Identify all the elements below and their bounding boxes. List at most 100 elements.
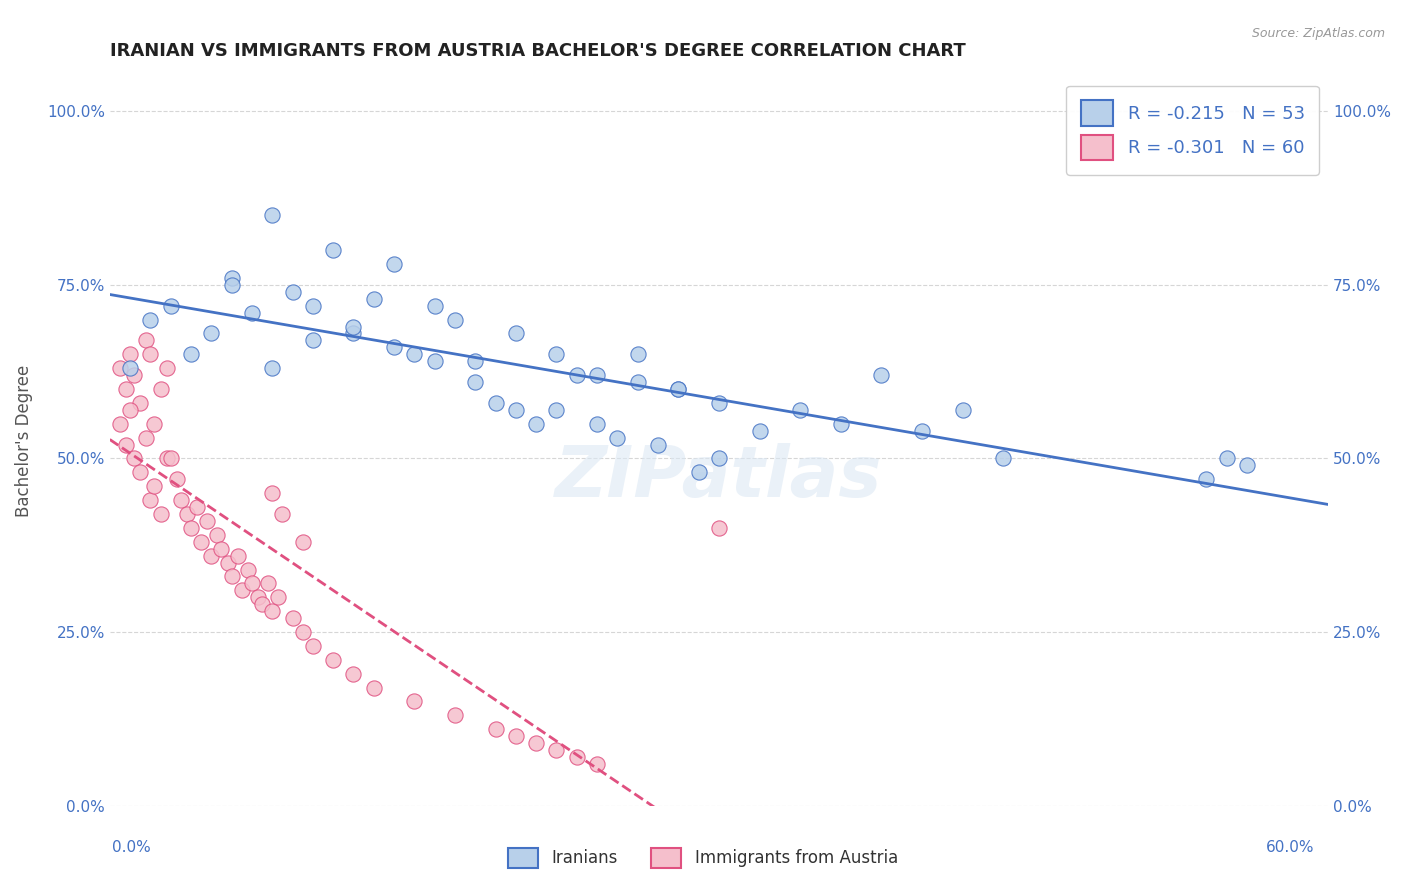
Point xyxy=(586,368,609,383)
Point xyxy=(281,285,304,299)
Point xyxy=(236,562,259,576)
Point xyxy=(190,534,212,549)
Point xyxy=(870,368,893,383)
Point xyxy=(666,382,689,396)
Point xyxy=(262,604,284,618)
Point xyxy=(180,521,202,535)
Point xyxy=(748,424,770,438)
Point xyxy=(120,402,142,417)
Point xyxy=(404,694,426,708)
Text: Source: ZipAtlas.com: Source: ZipAtlas.com xyxy=(1251,27,1385,40)
Point xyxy=(464,354,486,368)
Y-axis label: Bachelor's Degree: Bachelor's Degree xyxy=(15,365,32,517)
Point xyxy=(952,402,974,417)
Point xyxy=(546,347,568,361)
Point xyxy=(231,583,253,598)
Point xyxy=(404,347,426,361)
Point xyxy=(149,382,172,396)
Point xyxy=(301,299,323,313)
Point xyxy=(246,591,269,605)
Point xyxy=(226,549,249,563)
Point xyxy=(135,431,157,445)
Point xyxy=(342,666,364,681)
Point xyxy=(546,743,568,757)
Point xyxy=(129,396,152,410)
Point xyxy=(120,347,142,361)
Point xyxy=(707,521,730,535)
Point xyxy=(155,361,177,376)
Point xyxy=(122,451,145,466)
Point xyxy=(647,437,669,451)
Point xyxy=(120,361,142,376)
Point xyxy=(159,299,181,313)
Point xyxy=(382,257,405,271)
Point xyxy=(155,451,177,466)
Point xyxy=(342,326,364,341)
Point xyxy=(911,424,934,438)
Point xyxy=(139,347,162,361)
Point xyxy=(546,402,568,417)
Point xyxy=(707,396,730,410)
Text: 0.0%: 0.0% xyxy=(112,840,152,855)
Point xyxy=(149,507,172,521)
Point xyxy=(524,417,547,431)
Point xyxy=(217,556,239,570)
Point xyxy=(586,756,609,771)
Point xyxy=(139,493,162,508)
Point xyxy=(1195,472,1218,486)
Point xyxy=(180,347,202,361)
Point xyxy=(423,354,446,368)
Point xyxy=(267,591,290,605)
Point xyxy=(789,402,811,417)
Point xyxy=(159,451,181,466)
Point xyxy=(250,597,273,611)
Legend: Iranians, Immigrants from Austria: Iranians, Immigrants from Austria xyxy=(502,841,904,875)
Text: IRANIAN VS IMMIGRANTS FROM AUSTRIA BACHELOR'S DEGREE CORRELATION CHART: IRANIAN VS IMMIGRANTS FROM AUSTRIA BACHE… xyxy=(110,42,966,60)
Point xyxy=(505,326,527,341)
Point xyxy=(322,653,344,667)
Point xyxy=(166,472,188,486)
Point xyxy=(170,493,193,508)
Point xyxy=(993,451,1015,466)
Point xyxy=(342,319,364,334)
Point xyxy=(1215,451,1237,466)
Point xyxy=(363,292,385,306)
Point xyxy=(122,368,145,383)
Point xyxy=(444,708,467,723)
Point xyxy=(108,417,131,431)
Point xyxy=(115,382,138,396)
Point xyxy=(586,417,609,431)
Point xyxy=(423,299,446,313)
Text: 60.0%: 60.0% xyxy=(1267,840,1315,855)
Point xyxy=(444,312,467,326)
Point xyxy=(322,243,344,257)
Point xyxy=(382,340,405,354)
Point xyxy=(221,277,243,292)
Point xyxy=(505,402,527,417)
Point xyxy=(221,569,243,583)
Point xyxy=(281,611,304,625)
Point xyxy=(301,639,323,653)
Point xyxy=(200,326,222,341)
Point xyxy=(565,750,588,764)
Point xyxy=(139,312,162,326)
Point xyxy=(186,500,208,514)
Legend: R = -0.215   N = 53, R = -0.301   N = 60: R = -0.215 N = 53, R = -0.301 N = 60 xyxy=(1066,86,1319,175)
Point xyxy=(207,528,229,542)
Text: ZIPatlas: ZIPatlas xyxy=(555,443,883,512)
Point xyxy=(240,576,263,591)
Point xyxy=(1236,458,1258,473)
Point xyxy=(363,681,385,695)
Point xyxy=(135,334,157,348)
Point xyxy=(221,271,243,285)
Point xyxy=(301,334,323,348)
Point xyxy=(200,549,222,563)
Point xyxy=(484,722,506,736)
Point xyxy=(505,729,527,743)
Point xyxy=(176,507,198,521)
Point xyxy=(524,736,547,750)
Point xyxy=(707,451,730,466)
Point xyxy=(240,305,263,319)
Point xyxy=(115,437,138,451)
Point xyxy=(257,576,280,591)
